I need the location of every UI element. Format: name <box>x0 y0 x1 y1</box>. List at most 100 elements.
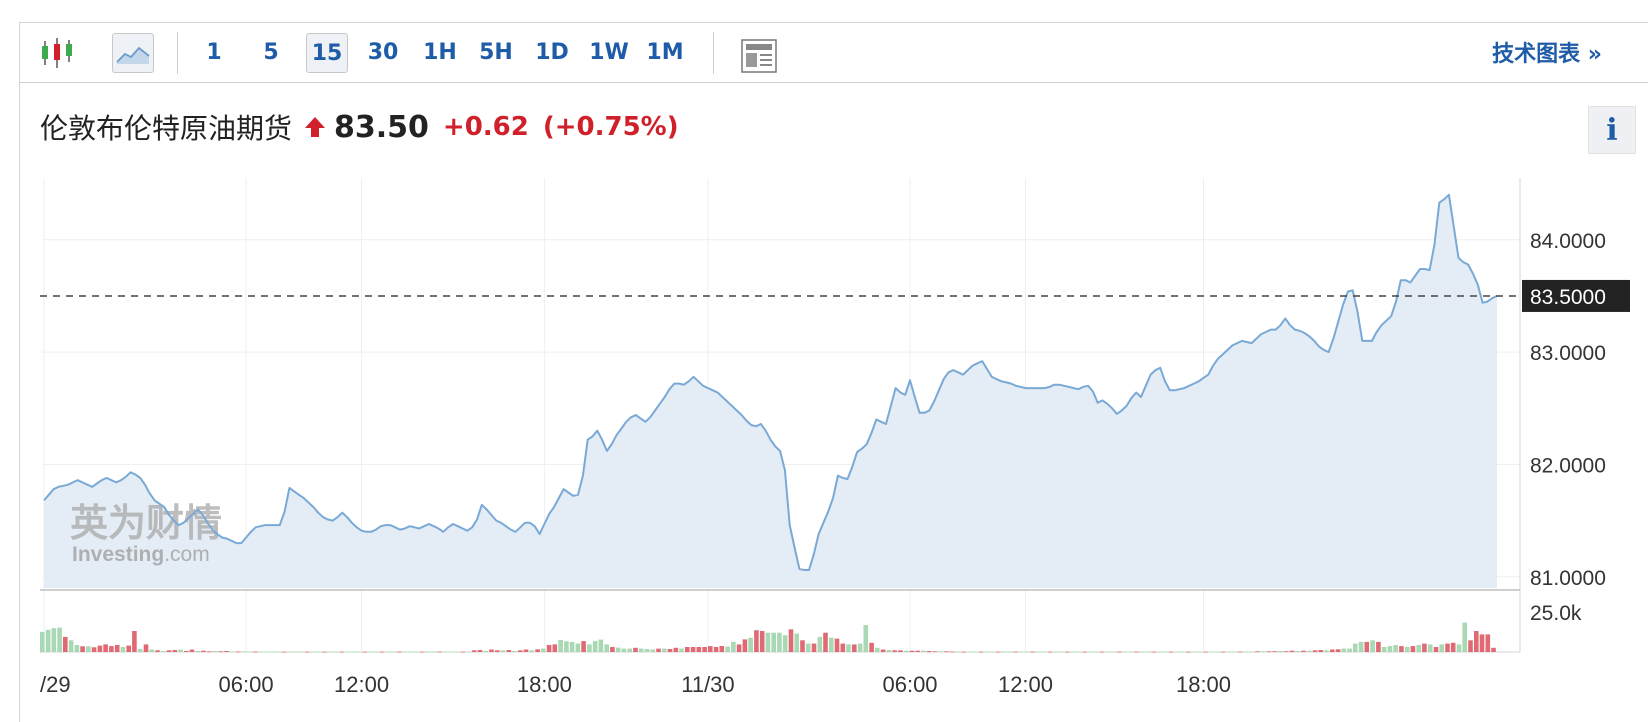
volume-bar <box>287 651 293 653</box>
x-tick-label: 18:00 <box>517 672 572 697</box>
volume-bar <box>644 649 650 652</box>
volume-bar <box>466 651 471 653</box>
timeframe-1m[interactable]: 1M <box>646 40 684 65</box>
volume-bar <box>51 628 57 652</box>
volume-bar <box>1335 649 1341 652</box>
volume-bar <box>1128 651 1133 653</box>
volume-bar <box>1203 651 1208 653</box>
volume-bar <box>782 635 788 652</box>
line-chart-button[interactable] <box>112 33 154 73</box>
volume-bar <box>1047 651 1053 653</box>
volume-bar <box>1116 651 1122 653</box>
volume-bar <box>1209 651 1214 653</box>
volume-bar <box>1024 651 1030 653</box>
volume-bar <box>1479 634 1485 652</box>
volume-bar <box>880 649 886 652</box>
volume-bar <box>224 651 229 652</box>
toolbar-separator <box>713 32 714 74</box>
y-tick-label: 83.0000 <box>1530 342 1606 365</box>
volume-bar <box>777 632 782 652</box>
volume-bar <box>414 651 419 653</box>
volume-bar <box>1226 651 1231 653</box>
volume-bar <box>264 651 270 653</box>
volume-bar <box>1358 641 1364 652</box>
timeframe-5[interactable]: 5 <box>263 40 279 65</box>
volume-bar <box>1450 642 1456 652</box>
volume-bar <box>1151 651 1157 653</box>
volume-bar <box>512 651 517 652</box>
volume-bar <box>1255 651 1260 653</box>
chart-frame <box>19 22 1648 722</box>
volume-bar <box>1232 651 1237 653</box>
timeframe-1[interactable]: 1 <box>206 40 222 65</box>
technical-chart-link[interactable]: 技术图表 » <box>1492 42 1602 67</box>
timeframe-1d[interactable]: 1D <box>535 40 569 65</box>
volume-bar <box>615 647 621 652</box>
volume-bar <box>633 647 638 652</box>
x-tick-label: 11/30 <box>681 672 734 697</box>
volume-bar <box>627 648 632 652</box>
volume-bar <box>379 651 385 653</box>
timeframe-30[interactable]: 30 <box>367 40 399 65</box>
volume-bar <box>932 651 938 653</box>
volume-bar <box>74 645 80 652</box>
volume-bar <box>1168 651 1174 653</box>
volume-bar <box>621 648 627 652</box>
volume-bar <box>961 651 966 653</box>
volume-bar <box>581 641 586 652</box>
volume-bar <box>172 650 178 652</box>
volume-bar <box>477 650 483 652</box>
volume-bar <box>575 643 581 652</box>
volume-bar <box>1122 651 1128 653</box>
timeframe-1w[interactable]: 1W <box>589 40 629 65</box>
volume-bar <box>1249 651 1254 653</box>
volume-bar <box>195 651 201 652</box>
volume-bar <box>857 643 863 652</box>
volume-bar <box>996 651 1001 653</box>
volume-bar <box>57 627 62 652</box>
volume-bar <box>1082 651 1087 653</box>
volume-bar <box>339 651 345 653</box>
volume-bar <box>1347 648 1352 652</box>
volume-bar <box>1427 644 1433 652</box>
volume-bar <box>1042 651 1047 653</box>
volume-bar <box>1266 651 1272 653</box>
volume-bar <box>834 638 840 652</box>
volume-bar <box>863 625 869 652</box>
volume-bar <box>437 651 442 653</box>
timeframe-1h[interactable]: 1H <box>423 40 457 65</box>
volume-bar <box>921 650 926 652</box>
watermark-chinese: 英为财情 <box>70 501 222 545</box>
timeframe-5h[interactable]: 5H <box>479 40 513 65</box>
volume-bar <box>1399 646 1404 652</box>
volume-bar <box>120 647 126 652</box>
volume-bar <box>143 644 149 652</box>
volume-bar <box>587 644 592 652</box>
news-icon[interactable] <box>741 36 777 76</box>
volume-bar <box>356 651 362 653</box>
volume-bar <box>903 650 909 652</box>
volume-bar <box>391 651 396 653</box>
price-area-fill <box>44 194 1497 589</box>
volume-bar <box>1186 651 1191 653</box>
candlestick-icon[interactable] <box>40 33 74 73</box>
volume-bar <box>471 650 477 652</box>
timeframe-15[interactable]: 15 <box>306 33 348 73</box>
volume-bar <box>460 651 465 653</box>
volume-bar <box>454 651 460 653</box>
volume-bar <box>1312 650 1318 652</box>
volume-bar <box>817 636 823 652</box>
volume-bar <box>702 647 707 652</box>
volume-bar <box>178 649 183 652</box>
volume-bar <box>351 651 356 653</box>
volume-bar <box>1059 651 1064 653</box>
volume-bar <box>1214 651 1220 653</box>
volume-bar <box>1163 651 1168 653</box>
volume-bar <box>713 647 719 652</box>
volume-bar <box>569 641 575 652</box>
volume-bar <box>944 651 949 653</box>
volume-bar <box>40 631 45 652</box>
info-button[interactable]: i <box>1588 106 1636 154</box>
volume-bar <box>345 651 350 653</box>
